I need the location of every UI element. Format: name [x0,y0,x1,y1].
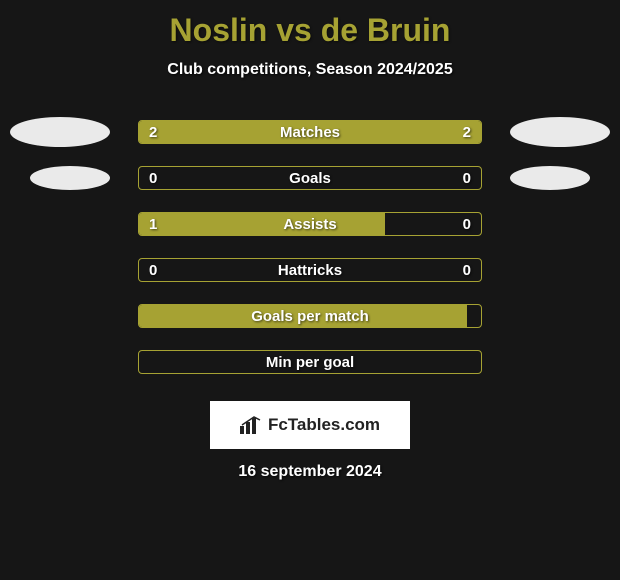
player-right-marker [510,166,590,190]
stat-bar: Goals per match [138,304,482,328]
chart-area: 22Matches 00Goals 10Assists 00Hattricks Goal… [0,109,620,385]
stat-label: Hattricks [139,262,481,279]
chart-icon [240,416,262,434]
stat-bar: Min per goal [138,350,482,374]
comparison-subtitle: Club competitions, Season 2024/2025 [0,61,620,79]
stat-row: 22Matches [10,109,610,155]
player-left-marker [30,166,110,190]
logo-text: FcTables.com [268,415,380,435]
player-left-marker [10,117,110,147]
comparison-title: Noslin vs de Bruin [0,0,620,49]
stat-bar: 10Assists [138,212,482,236]
stat-label: Goals [139,170,481,187]
stat-label: Min per goal [139,354,481,371]
stat-row: 00Goals [10,155,610,201]
stat-row: Goals per match [10,293,610,339]
stat-bar: 00Hattricks [138,258,482,282]
stat-label: Matches [139,124,481,141]
fctables-logo: FcTables.com [210,401,410,449]
stat-label: Goals per match [139,308,481,325]
stat-row: 00Hattricks [10,247,610,293]
stat-row: 10Assists [10,201,610,247]
player-right-marker [510,117,610,147]
stat-bar: 00Goals [138,166,482,190]
stat-row: Min per goal [10,339,610,385]
stat-bar: 22Matches [138,120,482,144]
stat-label: Assists [139,216,481,233]
footer-date: 16 september 2024 [0,463,620,481]
